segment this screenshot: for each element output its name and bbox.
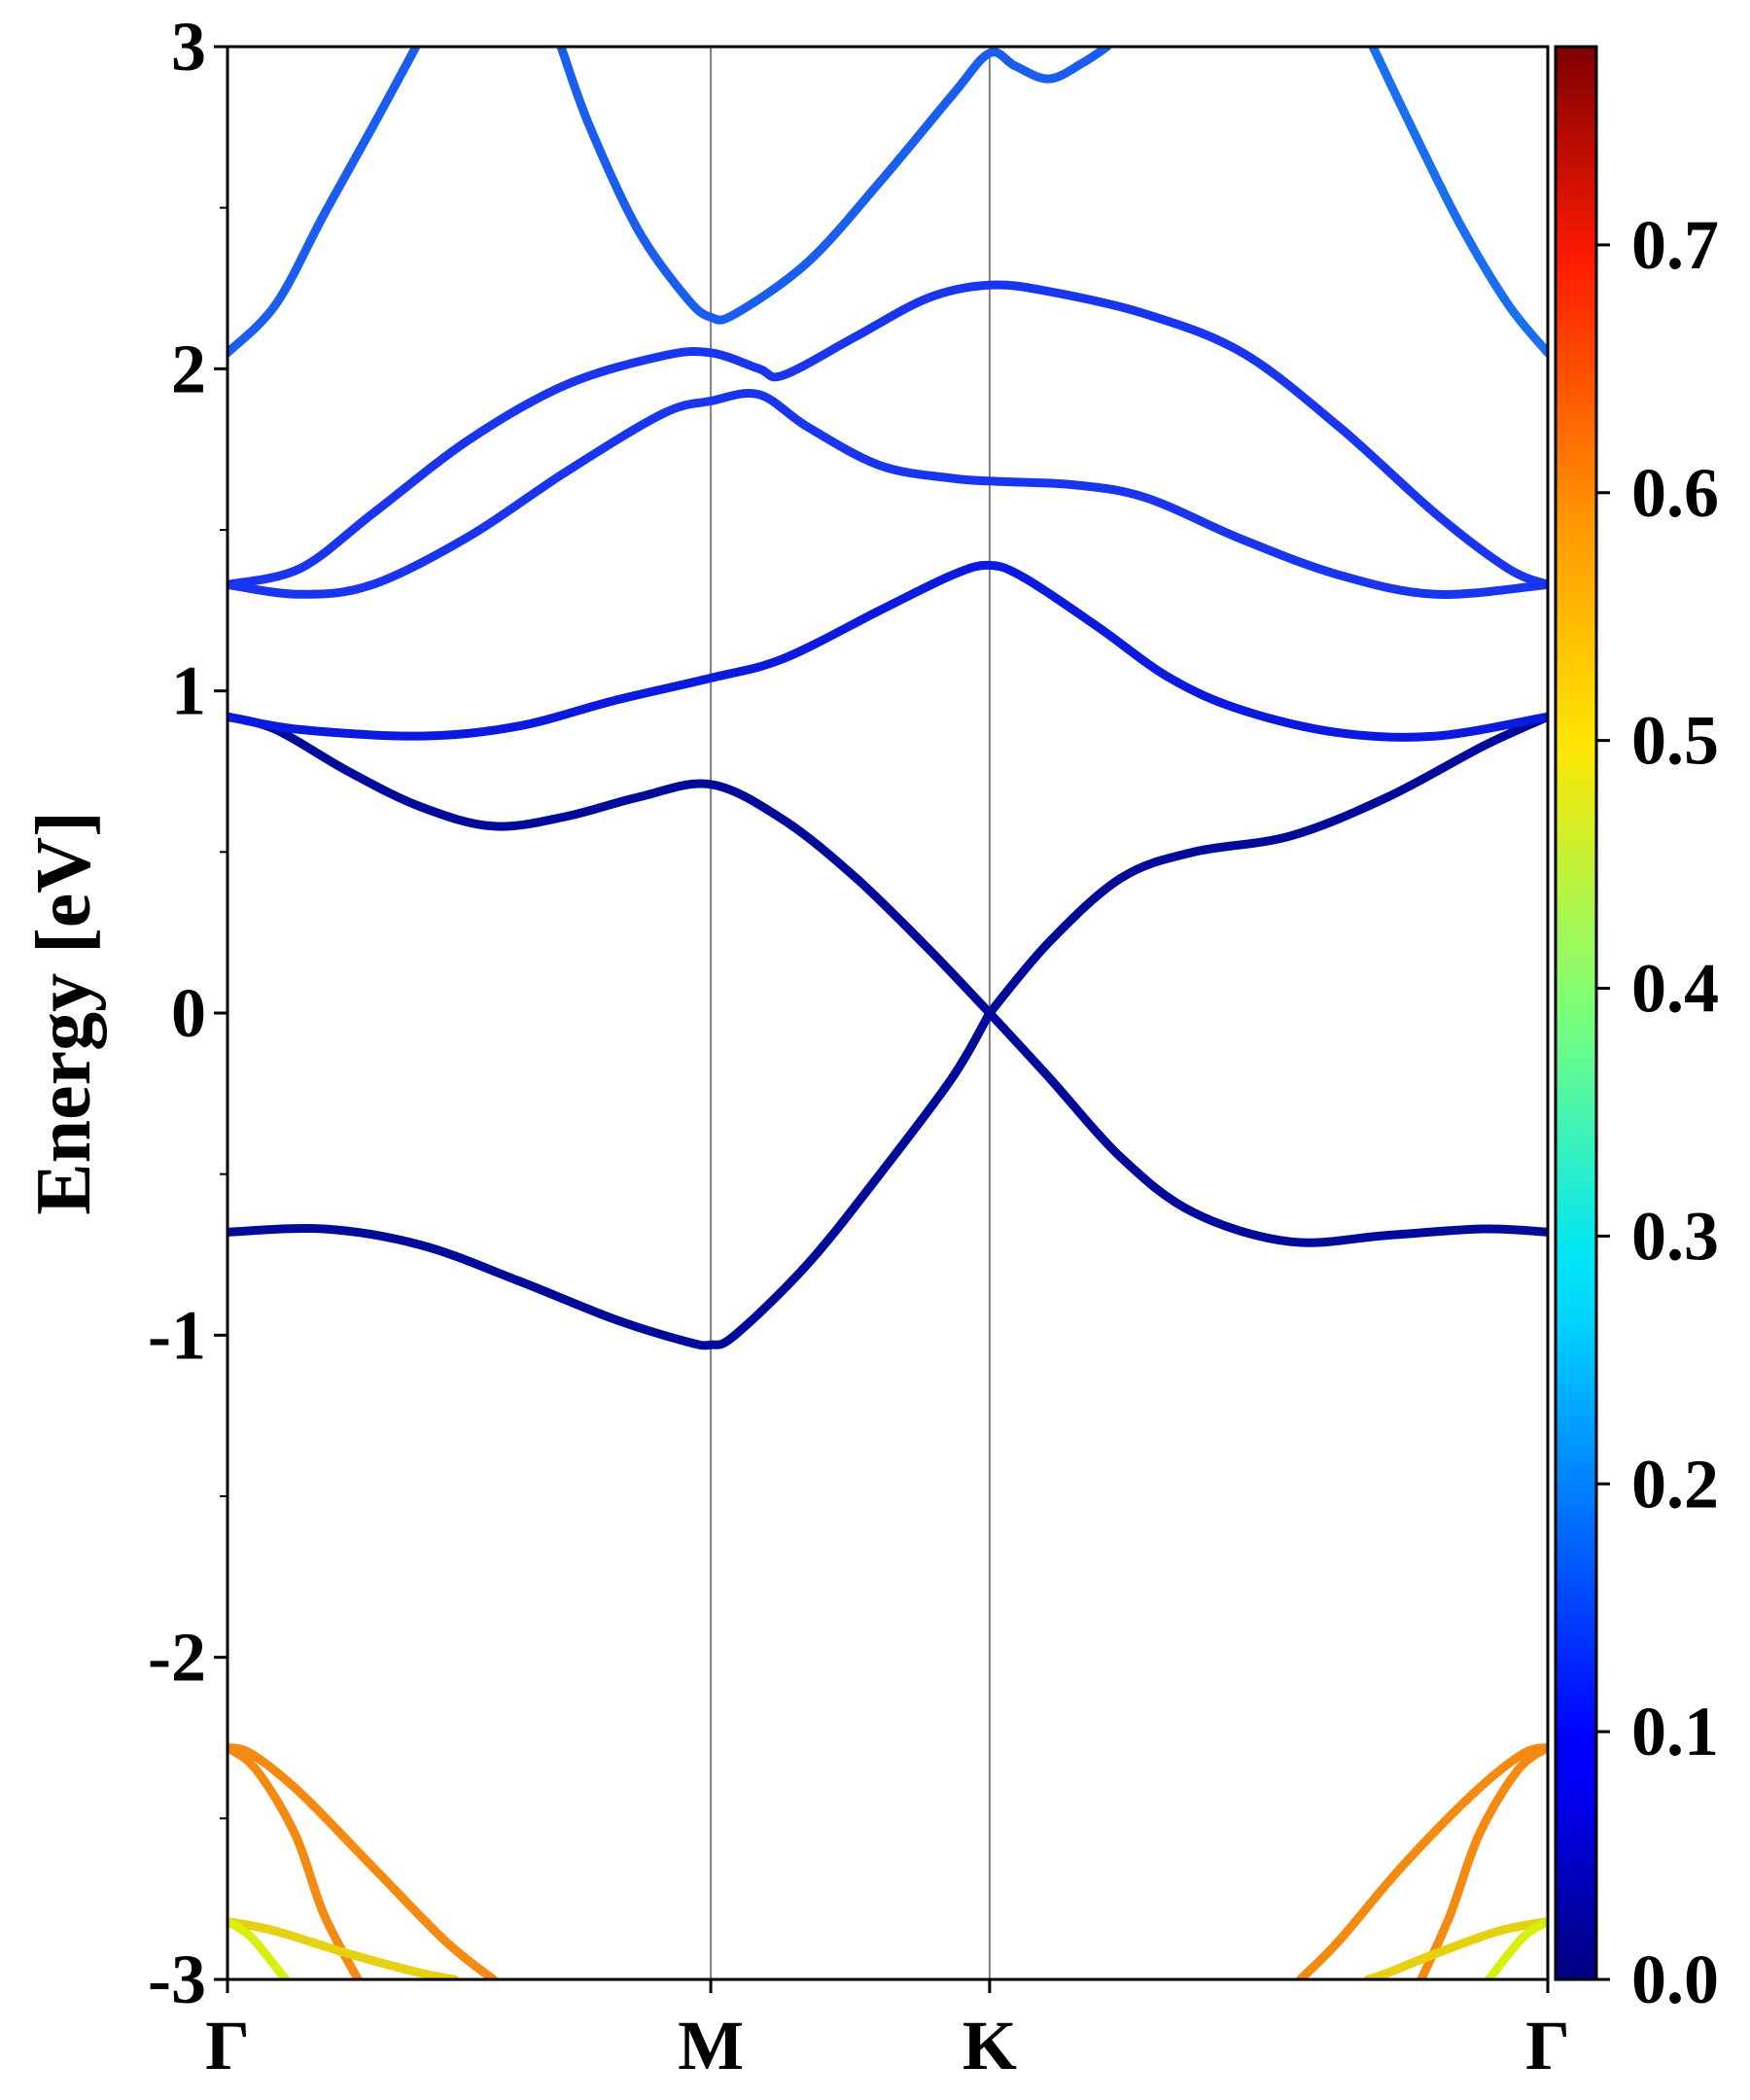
colorbar-tick-label: 0.6 (1631, 454, 1719, 532)
y-tick-label: 3 (171, 8, 206, 86)
colorbar-tick-label: 0.5 (1631, 702, 1719, 780)
x-tick-label: K (962, 2007, 1017, 2084)
colorbar-tick-label: 0.3 (1631, 1197, 1719, 1275)
band-14 (1296, 1742, 1548, 1979)
colorbar-tick-label: 0.7 (1631, 206, 1719, 284)
band-3 (228, 712, 995, 1018)
band-0 (228, 1008, 995, 1350)
bands (228, 47, 1548, 1979)
band-15 (1417, 1742, 1548, 1979)
y-tick-label: 0 (171, 974, 206, 1052)
colorbar: 0.0 0.1 0.2 0.3 0.4 0.5 0.6 0.7 (1554, 45, 1719, 2018)
band-1 (985, 712, 1548, 1018)
band-16 (1363, 1916, 1548, 1979)
colorbar-tick-label: 0.0 (1631, 1941, 1719, 2018)
colorbar-gradient (1554, 45, 1598, 1981)
band-9 (1368, 47, 1548, 358)
y-tick-label: -3 (148, 1941, 206, 2018)
y-axis-title: Energy [eV] (21, 811, 107, 1214)
x-tick-label: M (678, 2007, 744, 2084)
y-tick-label: -1 (148, 1296, 206, 1374)
band-10 (228, 1742, 498, 1979)
x-tick-label: Γ (1525, 2007, 1570, 2084)
band-17 (1484, 1916, 1548, 1979)
plot-frame (226, 45, 1550, 1981)
x-tick-label: Γ (205, 2007, 250, 2084)
band-5 (228, 389, 1548, 599)
band-11 (228, 1742, 363, 1979)
band-7 (228, 47, 421, 358)
band-8 (556, 47, 1112, 325)
colorbar-tick-label: 0.2 (1631, 1445, 1719, 1522)
y-tick-label: 1 (171, 652, 206, 730)
colorbar-tick-label: 0.4 (1631, 950, 1719, 1028)
y-tick-label: -2 (148, 1619, 206, 1697)
y-axis: -3 -2 -1 0 1 2 3 (148, 8, 228, 2018)
band-12 (228, 1916, 460, 1979)
band-2 (985, 1008, 1548, 1247)
y-tick-label: 2 (171, 330, 206, 407)
band-4 (228, 560, 1548, 742)
colorbar-tick-label: 0.1 (1631, 1693, 1719, 1770)
colorbar-ticks: 0.0 0.1 0.2 0.3 0.4 0.5 0.6 0.7 (1596, 206, 1719, 2018)
band-6 (228, 280, 1548, 589)
band-13 (228, 1916, 291, 1979)
